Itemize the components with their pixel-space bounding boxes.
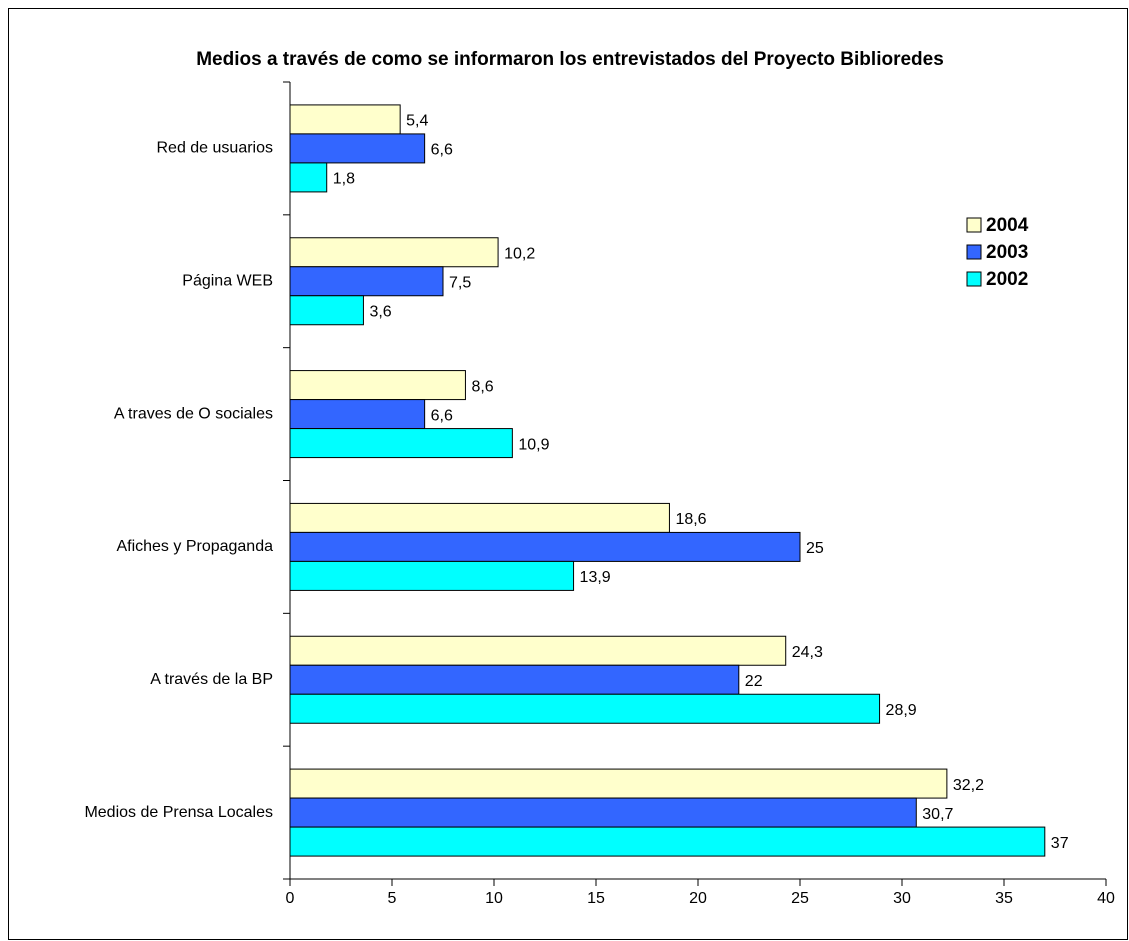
- bar: [289, 560, 575, 591]
- value-label: 32,2: [953, 777, 984, 794]
- bar: [289, 826, 1046, 857]
- bar: [289, 635, 787, 666]
- value-label: 5,4: [406, 113, 428, 130]
- x-tick-label: 15: [587, 890, 605, 907]
- bar: [289, 133, 426, 164]
- y-tick-label: Red de usuarios: [156, 140, 273, 157]
- bar: [289, 162, 328, 193]
- value-label: 37: [1051, 835, 1069, 852]
- x-tick-label: 0: [286, 890, 295, 907]
- bar: [289, 428, 513, 459]
- bar: [289, 237, 499, 268]
- legend-label: 2003: [986, 242, 1028, 263]
- value-label: 7,5: [449, 274, 471, 291]
- x-tick-label: 5: [388, 890, 397, 907]
- legend-label: 2004: [986, 215, 1029, 236]
- value-label: 6,6: [431, 142, 453, 159]
- value-label: 10,9: [518, 436, 549, 453]
- legend-swatch: [966, 244, 982, 260]
- y-tick-label: A través de la BP: [150, 671, 273, 688]
- bar: [289, 370, 466, 401]
- x-tick-label: 25: [791, 890, 809, 907]
- bar: [289, 693, 881, 724]
- value-label: 3,6: [369, 303, 391, 320]
- value-label: 6,6: [431, 407, 453, 424]
- x-tick-label: 35: [995, 890, 1013, 907]
- y-tick-label: Página WEB: [182, 272, 273, 289]
- x-tick-label: 10: [485, 890, 503, 907]
- value-label: 10,2: [504, 245, 535, 262]
- value-label: 1,8: [333, 171, 355, 188]
- bar: [289, 531, 801, 562]
- bar: [289, 295, 364, 326]
- x-tick-label: 20: [689, 890, 707, 907]
- value-label: 25: [806, 540, 824, 557]
- y-tick-label: A traves de O sociales: [114, 405, 273, 422]
- value-label: 18,6: [675, 511, 706, 528]
- bar: [289, 104, 401, 135]
- y-tick-label: Medios de Prensa Locales: [84, 804, 273, 821]
- bar: [289, 797, 917, 828]
- y-tick-label: Afiches y Propaganda: [116, 538, 273, 555]
- bar: [289, 502, 670, 533]
- value-label: 22: [745, 673, 763, 690]
- x-tick-label: 40: [1097, 890, 1115, 907]
- bar: [289, 664, 740, 695]
- value-label: 30,7: [922, 806, 953, 823]
- bar: [289, 399, 426, 430]
- legend-swatch: [966, 217, 982, 233]
- value-label: 24,3: [792, 644, 823, 661]
- value-label: 8,6: [471, 378, 493, 395]
- legend-label: 2002: [986, 269, 1028, 290]
- bar: [289, 768, 948, 799]
- x-tick-label: 30: [893, 890, 911, 907]
- legend-swatch: [966, 271, 982, 287]
- bar: [289, 266, 444, 297]
- value-label: 28,9: [886, 702, 917, 719]
- value-label: 13,9: [580, 569, 611, 586]
- chart-title: Medios a través de como se informaron lo…: [196, 49, 944, 70]
